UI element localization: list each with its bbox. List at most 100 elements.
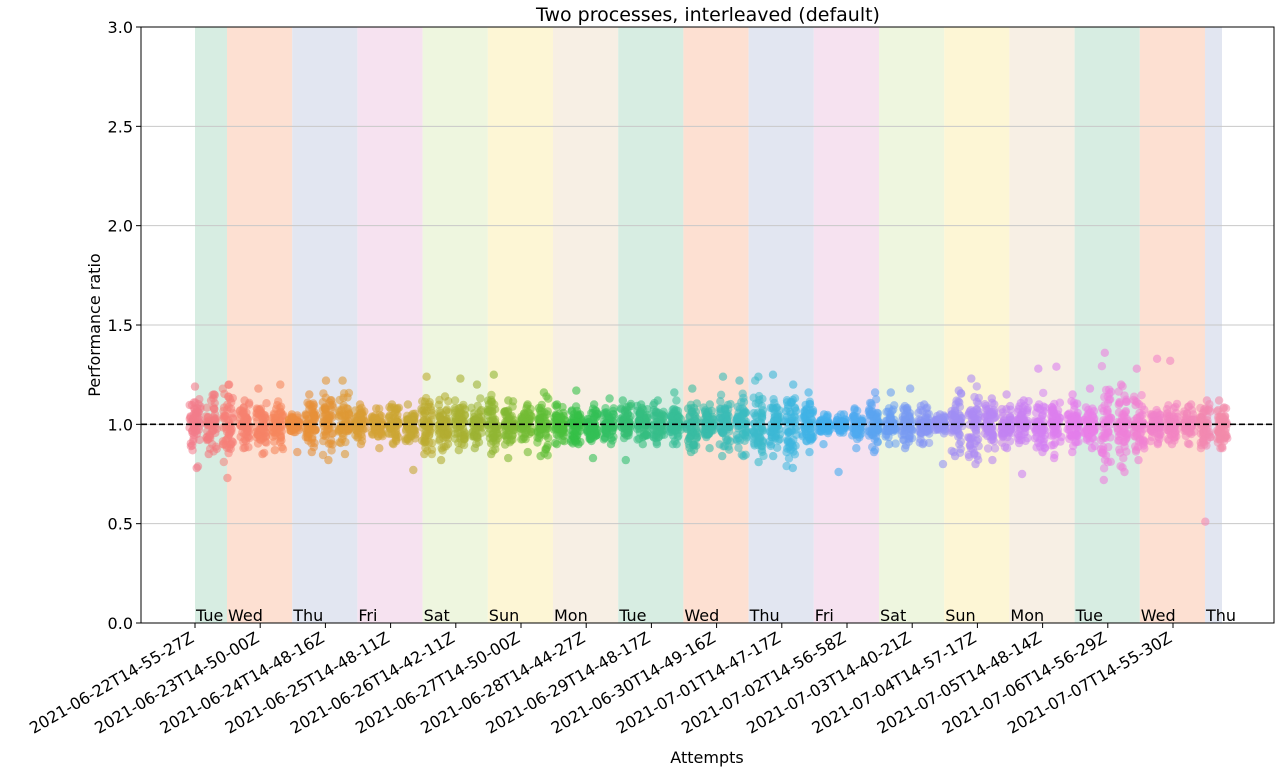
data-point — [997, 404, 1007, 414]
data-point — [551, 425, 561, 434]
data-point — [974, 407, 983, 416]
data-point — [1216, 444, 1225, 453]
data-point — [769, 451, 778, 461]
data-point — [1186, 400, 1196, 409]
data-point — [601, 404, 610, 413]
scatter-points — [185, 348, 1232, 526]
data-point — [920, 400, 929, 409]
data-point — [190, 382, 200, 391]
day-labels: Tue Wed Thu Fri Sat Sun Mon Tue Wed Thu Fri Sat Sun M… — [195, 606, 1236, 625]
data-point — [1137, 402, 1147, 411]
data-point — [543, 407, 552, 416]
data-point — [224, 402, 233, 412]
data-point — [668, 412, 677, 421]
data-point — [624, 431, 633, 440]
data-point — [905, 431, 914, 440]
data-point — [440, 392, 450, 401]
data-point — [609, 432, 618, 442]
data-point — [870, 388, 880, 397]
data-point — [1099, 464, 1109, 473]
data-point — [740, 430, 750, 440]
data-point — [1034, 364, 1043, 373]
data-point — [371, 425, 380, 434]
data-point — [964, 411, 973, 420]
data-point — [470, 444, 479, 453]
data-point — [1146, 437, 1155, 446]
data-point — [722, 436, 732, 445]
data-point — [738, 389, 747, 398]
data-point — [533, 438, 542, 447]
data-point — [983, 444, 993, 453]
data-point — [260, 413, 270, 422]
data-point — [724, 405, 733, 414]
data-point — [702, 432, 711, 442]
data-point — [819, 440, 828, 449]
data-point — [1002, 444, 1012, 453]
data-point — [865, 416, 874, 426]
day-label: Wed — [1141, 606, 1176, 625]
data-point — [418, 397, 427, 406]
data-point — [869, 447, 879, 457]
data-point — [343, 393, 352, 402]
data-point — [320, 427, 329, 436]
data-point — [1104, 385, 1114, 394]
data-point — [473, 433, 482, 442]
data-point — [852, 444, 861, 453]
data-point — [1006, 411, 1015, 421]
data-point — [473, 418, 483, 427]
data-point — [572, 386, 581, 395]
data-point — [420, 449, 429, 459]
data-point — [732, 415, 741, 424]
data-point — [536, 451, 545, 461]
data-point — [738, 411, 747, 420]
data-point — [278, 444, 288, 454]
data-point — [1014, 426, 1024, 435]
data-point — [1049, 453, 1059, 463]
data-point — [574, 440, 583, 449]
data-point — [305, 390, 314, 399]
data-point — [701, 411, 711, 420]
data-point — [224, 392, 233, 401]
data-point — [734, 433, 743, 443]
data-point — [1114, 436, 1123, 445]
data-point — [770, 398, 779, 408]
data-point — [1196, 418, 1205, 427]
day-label: Tue — [1075, 606, 1103, 625]
day-label: Thu — [1205, 606, 1236, 625]
data-point — [258, 425, 268, 434]
data-point — [588, 453, 598, 463]
y-tick-label: 2.0 — [108, 217, 133, 236]
data-point — [1038, 447, 1047, 457]
data-point — [239, 444, 248, 453]
data-point — [310, 438, 319, 448]
data-point — [783, 444, 792, 453]
data-point — [658, 427, 667, 436]
data-point — [253, 416, 262, 426]
data-point — [336, 438, 345, 448]
data-point — [419, 406, 428, 415]
data-point — [757, 447, 767, 456]
data-point — [1002, 390, 1011, 399]
data-point — [223, 473, 232, 483]
data-point — [754, 457, 763, 467]
data-point — [1068, 447, 1077, 457]
data-point — [450, 408, 460, 417]
data-point — [408, 412, 417, 422]
data-point — [618, 396, 627, 405]
data-point — [967, 374, 976, 383]
data-point — [739, 451, 748, 461]
data-point — [1131, 401, 1140, 410]
data-point — [326, 436, 336, 445]
data-point — [784, 436, 793, 445]
data-point — [243, 420, 253, 429]
data-point — [672, 440, 681, 449]
data-point — [502, 436, 512, 445]
data-point — [693, 428, 702, 438]
data-point — [872, 395, 881, 404]
data-point — [591, 412, 601, 421]
data-point — [188, 426, 197, 436]
data-point — [839, 410, 849, 419]
data-point — [387, 400, 397, 409]
data-point — [307, 447, 316, 457]
data-point — [484, 417, 493, 426]
